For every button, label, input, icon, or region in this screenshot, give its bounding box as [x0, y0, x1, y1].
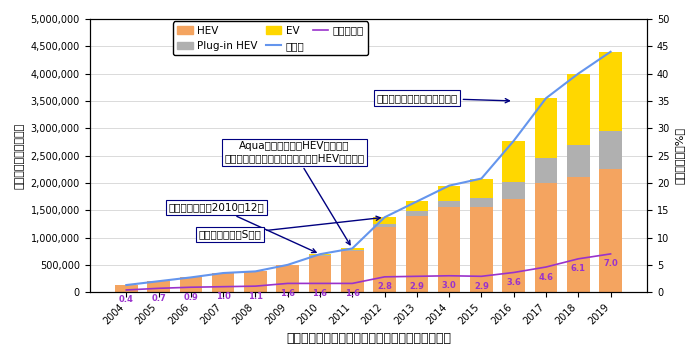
Bar: [470, 198, 493, 207]
Text: 1.6: 1.6: [345, 289, 360, 298]
電動車比率: [477, 274, 486, 279]
Text: 1.1: 1.1: [248, 292, 263, 301]
Bar: [212, 273, 234, 292]
Bar: [503, 182, 525, 199]
Text: 1.6: 1.6: [280, 289, 295, 298]
電動車: [348, 246, 356, 251]
Bar: [599, 131, 622, 169]
電動車: [122, 283, 130, 287]
電動車比率: [574, 257, 582, 261]
Text: 4.6: 4.6: [538, 273, 554, 282]
電動車比率: [380, 275, 389, 279]
電動車比率: [348, 281, 356, 285]
電動車: [380, 215, 389, 220]
Text: 6.1: 6.1: [570, 264, 586, 273]
電動車: [477, 176, 486, 181]
Bar: [309, 254, 331, 255]
Bar: [373, 224, 396, 226]
Bar: [599, 52, 622, 131]
Bar: [276, 265, 299, 292]
Text: 2.9: 2.9: [474, 282, 489, 291]
Bar: [470, 207, 493, 292]
電動車: [574, 72, 582, 76]
Text: 2.8: 2.8: [377, 282, 392, 291]
Text: 1.0: 1.0: [216, 292, 230, 301]
Bar: [438, 207, 461, 292]
Bar: [470, 179, 493, 198]
電動車: [251, 269, 260, 274]
電動車: [155, 279, 163, 283]
電動車: [413, 199, 421, 204]
Text: 3.0: 3.0: [442, 281, 456, 290]
Text: 0.7: 0.7: [151, 294, 166, 303]
Bar: [503, 199, 525, 292]
電動車比率: [122, 288, 130, 292]
Text: テスラ　モデルS発売: テスラ モデルS発売: [198, 216, 380, 239]
Y-axis label: 電動車比率［%］: 電動車比率［%］: [675, 127, 685, 184]
Text: 2.9: 2.9: [410, 282, 424, 291]
Bar: [535, 98, 557, 158]
Bar: [567, 145, 589, 177]
Bar: [244, 271, 267, 292]
Bar: [567, 74, 589, 145]
Bar: [341, 248, 363, 250]
Text: 中国における電動車の急拡大: 中国における電動車の急拡大: [376, 93, 510, 103]
Text: 7.0: 7.0: [603, 260, 618, 269]
電動車比率: [542, 265, 550, 269]
Bar: [405, 216, 428, 292]
Bar: [405, 202, 428, 211]
Bar: [373, 217, 396, 224]
Bar: [147, 281, 170, 292]
電動車比率: [251, 284, 260, 288]
Text: 1.6: 1.6: [312, 289, 328, 298]
電動車: [542, 96, 550, 100]
Bar: [373, 226, 396, 292]
Bar: [599, 169, 622, 292]
電動車比率: [510, 270, 518, 275]
Bar: [567, 177, 589, 292]
電動車: [606, 50, 615, 54]
Line: 電動車比率: 電動車比率: [126, 254, 610, 290]
Bar: [115, 285, 138, 292]
電動車比率: [219, 284, 228, 289]
X-axis label: 世界市場における電動車両の新車販売台数の推移: 世界市場における電動車両の新車販売台数の推移: [286, 332, 451, 345]
電動車比率: [316, 281, 324, 285]
Bar: [309, 256, 331, 292]
Bar: [535, 183, 557, 292]
Bar: [341, 251, 363, 292]
電動車: [510, 139, 518, 143]
電動車比率: [155, 286, 163, 291]
Text: 0.9: 0.9: [183, 293, 198, 302]
Bar: [535, 158, 557, 183]
電動車比率: [413, 274, 421, 279]
Bar: [180, 278, 202, 292]
Bar: [438, 201, 461, 207]
電動車: [445, 184, 454, 188]
電動車: [219, 271, 228, 275]
電動車比率: [445, 274, 454, 278]
Y-axis label: 電動車の新車販売台数: 電動車の新車販売台数: [15, 122, 25, 189]
Bar: [405, 211, 428, 216]
Bar: [309, 255, 331, 256]
Text: Aqua等、トヨタのHEV拡大攻勢
日産・本田、韓国、欧州メーカのHEV本格投入: Aqua等、トヨタのHEV拡大攻勢 日産・本田、韓国、欧州メーカのHEV本格投入: [224, 141, 364, 245]
電動車: [316, 252, 324, 256]
電動車比率: [606, 252, 615, 256]
Text: 日産リーフ発売2010年12月: 日産リーフ発売2010年12月: [169, 202, 316, 253]
Text: 0.4: 0.4: [119, 296, 134, 305]
電動車比率: [284, 281, 292, 285]
電動車比率: [187, 285, 195, 289]
電動車: [187, 275, 195, 280]
Legend: HEV, Plug-in HEV, EV, 電動車, 電動車比率: HEV, Plug-in HEV, EV, 電動車, 電動車比率: [173, 22, 368, 55]
電動車: [284, 263, 292, 267]
Text: 3.6: 3.6: [506, 278, 522, 287]
Bar: [438, 186, 461, 201]
Bar: [341, 250, 363, 251]
Bar: [503, 141, 525, 182]
Line: 電動車: 電動車: [126, 52, 610, 285]
